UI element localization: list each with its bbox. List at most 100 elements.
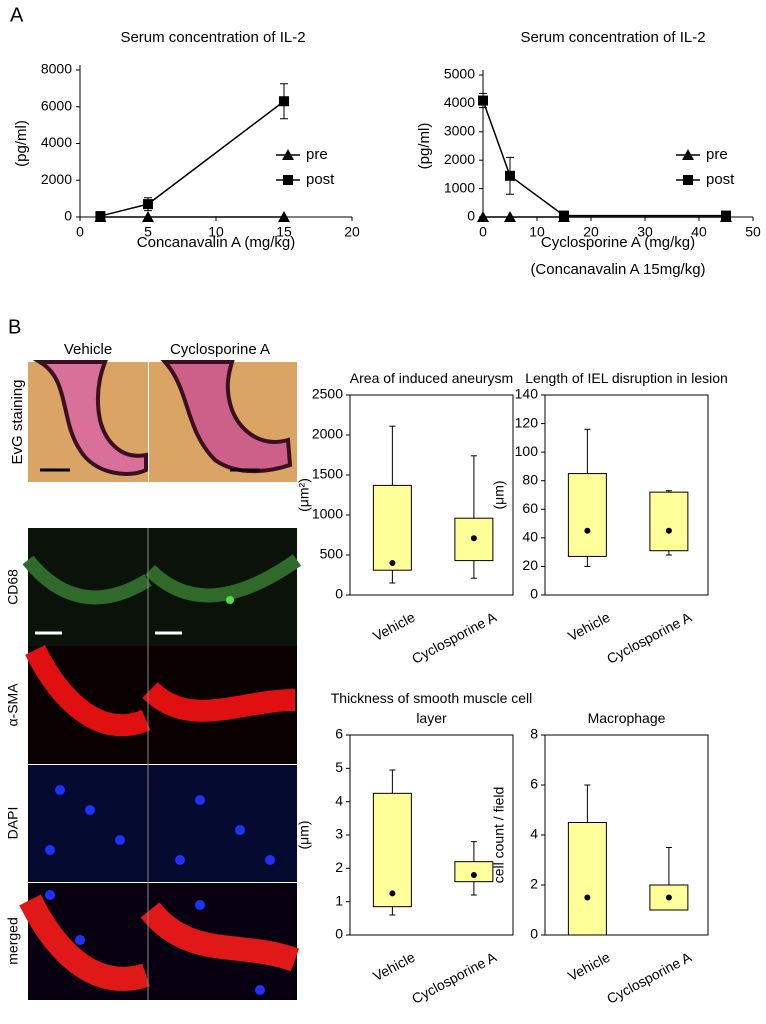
y-tick-label: 1 bbox=[335, 892, 343, 908]
fluorescence-images bbox=[19, 528, 302, 1000]
y-tick-label: 2 bbox=[530, 876, 538, 892]
x-tick-label: 5 bbox=[144, 224, 152, 240]
y-tick-label: 2000 bbox=[41, 171, 72, 187]
y-tick-label: 1500 bbox=[312, 466, 343, 482]
y-tick-label: 60 bbox=[522, 500, 538, 516]
y-axis-label: (μm²) bbox=[296, 478, 312, 512]
y-tick-label: 2000 bbox=[444, 151, 475, 167]
x-tick-label: 20 bbox=[344, 224, 360, 240]
group-label: Vehicle bbox=[64, 341, 112, 358]
x-tick-label: Cyclosporine A bbox=[604, 608, 695, 666]
y-axis-label: (μm) bbox=[296, 820, 312, 849]
mean-dot bbox=[389, 890, 396, 897]
y-tick-label: 0 bbox=[335, 586, 343, 602]
legend-label: post bbox=[706, 171, 735, 188]
x-tick-label: Vehicle bbox=[370, 609, 418, 644]
y-tick-label: 4 bbox=[335, 792, 343, 808]
mean-dot bbox=[470, 535, 477, 542]
mean-dot bbox=[389, 560, 396, 566]
chart-title: Serum concentration of IL-2 bbox=[120, 29, 305, 46]
y-tick-label: 120 bbox=[515, 414, 539, 430]
chart-title: Length of IEL disruption in lesion bbox=[525, 370, 728, 386]
series-line bbox=[482, 100, 726, 217]
mean-dot bbox=[665, 527, 672, 534]
x-tick-label: Cyclosporine A bbox=[409, 608, 500, 666]
y-tick-label: 6000 bbox=[41, 97, 72, 113]
x-tick-label: 10 bbox=[529, 224, 545, 240]
mean-dot bbox=[665, 894, 672, 901]
chart-title-box: Thickness of smooth muscle cell layer bbox=[330, 690, 533, 726]
legend-marker bbox=[283, 175, 293, 185]
x-tick-label: 50 bbox=[745, 224, 761, 240]
marker bbox=[477, 211, 489, 222]
legend-marker bbox=[682, 149, 694, 160]
y-tick-label: 8 bbox=[530, 726, 538, 742]
box bbox=[454, 861, 494, 883]
stain-label: DAPI bbox=[5, 807, 21, 840]
x-tick-label: Vehicle bbox=[565, 949, 613, 984]
box bbox=[372, 792, 412, 908]
chart-title-box: Length of IEL disruption in lesion bbox=[525, 370, 728, 386]
x-tick-label: Vehicle bbox=[565, 609, 613, 644]
y-tick-label: 5 bbox=[335, 759, 343, 775]
y-tick-label: 20 bbox=[522, 557, 538, 573]
x-tick-label: 30 bbox=[637, 224, 653, 240]
marker bbox=[143, 199, 153, 210]
marker bbox=[505, 170, 515, 181]
marker bbox=[278, 211, 290, 222]
y-tick-label: 0 bbox=[530, 586, 538, 602]
x-tick-label: 15 bbox=[276, 224, 292, 240]
evg-images bbox=[28, 360, 297, 482]
mean-dot bbox=[584, 527, 591, 534]
y-tick-label: 80 bbox=[522, 471, 538, 487]
x-tick-label: 40 bbox=[691, 224, 707, 240]
mean-dot bbox=[470, 872, 477, 878]
chart-title-box: Area of induced aneurysm bbox=[349, 370, 514, 386]
chart-title: Serum concentration of IL-2 bbox=[520, 29, 705, 46]
panel-label: B bbox=[8, 316, 21, 338]
marker bbox=[95, 211, 106, 222]
marker bbox=[721, 210, 731, 221]
x-tick-label: Vehicle bbox=[370, 949, 418, 984]
chart-title-box: Macrophage bbox=[588, 710, 666, 726]
legend-label: pre bbox=[306, 146, 328, 163]
marker bbox=[559, 210, 569, 221]
legend-label: pre bbox=[706, 146, 728, 163]
x-tick-label: Cyclosporine A bbox=[409, 948, 500, 1006]
y-axis-label: cell count / field bbox=[491, 787, 507, 884]
y-tick-label: 40 bbox=[522, 529, 538, 545]
legend-label: post bbox=[306, 171, 335, 188]
y-tick-label: 6 bbox=[530, 776, 538, 792]
y-tick-label: 3 bbox=[335, 826, 343, 842]
y-tick-label: 500 bbox=[320, 546, 344, 562]
y-tick-label: 0 bbox=[467, 208, 475, 224]
y-tick-label: 0 bbox=[530, 926, 538, 942]
series-line bbox=[100, 100, 285, 217]
y-tick-label: 8000 bbox=[41, 61, 72, 77]
y-tick-label: 140 bbox=[515, 386, 539, 402]
y-tick-label: 2500 bbox=[312, 386, 343, 402]
box bbox=[649, 884, 689, 911]
stain-label: EvG staining bbox=[9, 379, 26, 464]
y-axis-label: (μm) bbox=[491, 480, 507, 509]
box bbox=[567, 473, 607, 557]
y-tick-label: 1000 bbox=[312, 506, 343, 522]
y-tick-label: 100 bbox=[515, 443, 539, 459]
y-tick-label: 1000 bbox=[444, 179, 475, 195]
y-tick-label: 4000 bbox=[41, 134, 72, 150]
x-tick-label: Cyclosporine A bbox=[604, 948, 695, 1006]
chart-title: Area of induced aneurysm bbox=[349, 370, 514, 386]
x-axis-label: Concanavalin A (mg/kg) bbox=[137, 234, 295, 251]
y-tick-label: 6 bbox=[335, 726, 343, 742]
box bbox=[372, 484, 412, 571]
marker bbox=[504, 211, 516, 222]
plot-frame bbox=[544, 394, 709, 596]
y-tick-label: 2 bbox=[335, 859, 343, 875]
plot-frame bbox=[349, 394, 514, 596]
y-tick-label: 5000 bbox=[444, 66, 475, 82]
x-tick-label: 20 bbox=[583, 224, 599, 240]
y-tick-label: 2000 bbox=[312, 426, 343, 442]
chart-title: Thickness of smooth muscle cell layer bbox=[330, 690, 533, 726]
y-tick-label: 0 bbox=[335, 926, 343, 942]
panel-label: A bbox=[10, 4, 24, 26]
